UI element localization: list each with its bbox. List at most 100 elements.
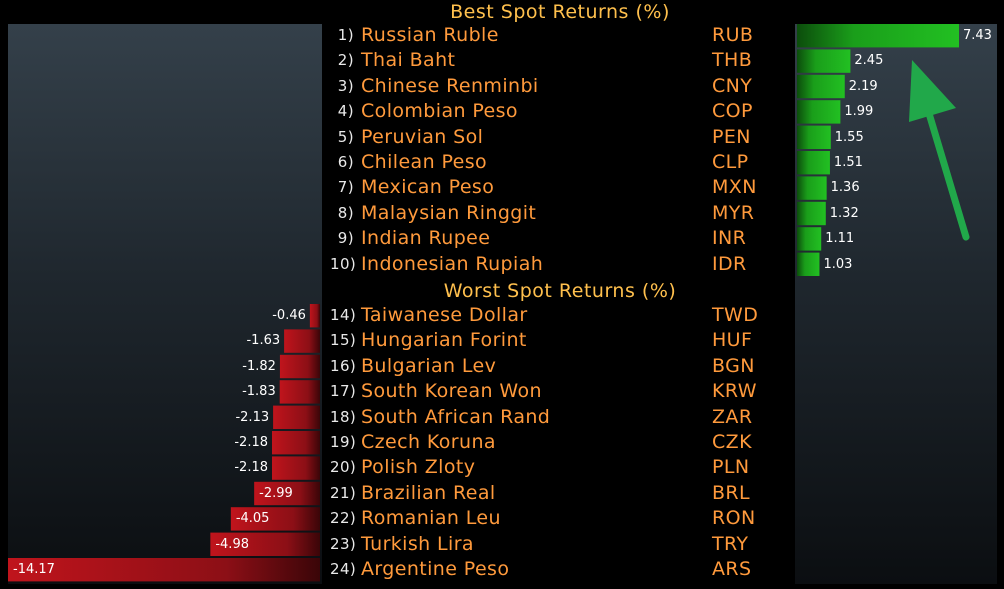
currency-name: Chilean Peso xyxy=(361,151,488,173)
bar-value-label: 2.19 xyxy=(848,78,878,94)
bar-value-label: 7.43 xyxy=(963,28,992,43)
currency-code: RON xyxy=(712,507,756,530)
rank-label: 2) xyxy=(337,51,354,70)
bar-idr xyxy=(797,252,820,276)
currency-name: Malaysian Ringgit xyxy=(361,201,537,224)
bar-value-label: -14.17 xyxy=(13,562,55,577)
rank-label: 6) xyxy=(337,153,354,171)
currency-name: Colombian Peso xyxy=(361,100,518,123)
currency-code: BRL xyxy=(712,481,751,504)
currency-code: BGN xyxy=(712,354,755,377)
rank-label: 14) xyxy=(330,306,357,324)
bar-bgn xyxy=(279,354,320,379)
currency-name: Brazilian Real xyxy=(361,481,496,504)
rank-label: 5) xyxy=(337,127,354,146)
rank-label: 4) xyxy=(337,102,354,121)
currency-name: Thai Baht xyxy=(361,49,456,72)
currency-code: IDR xyxy=(712,252,747,275)
bar-value-label: -2.13 xyxy=(235,409,270,425)
bar-value-label: -2.18 xyxy=(234,460,268,476)
bar-mxn xyxy=(797,176,827,200)
currency-name: Argentine Peso xyxy=(361,558,510,580)
rank-label: 23) xyxy=(330,534,357,553)
rank-label: 24) xyxy=(330,560,357,578)
rank-label: 16) xyxy=(330,356,357,375)
currency-name: Romanian Leu xyxy=(361,507,501,530)
currency-name: Peruvian Sol xyxy=(361,125,484,148)
bar-value-label: 1.03 xyxy=(823,256,853,272)
currency-name: Polish Zloty xyxy=(361,456,476,479)
currency-code: TWD xyxy=(712,304,759,326)
bar-value-label: 1.36 xyxy=(830,180,860,196)
rank-label: 3) xyxy=(337,76,354,95)
currency-code: CLP xyxy=(712,151,749,173)
currency-code: HUF xyxy=(712,329,753,352)
bar-huf xyxy=(284,329,320,353)
currency-name: Bulgarian Lev xyxy=(361,354,497,377)
currency-code: TRY xyxy=(712,532,749,555)
rank-label: 17) xyxy=(330,382,357,401)
bar-rub xyxy=(797,24,959,48)
rank-label: 21) xyxy=(330,483,357,502)
bar-value-label: -1.82 xyxy=(242,358,276,374)
currency-name: South African Rand xyxy=(361,405,551,428)
bar-try xyxy=(210,532,320,556)
currency-code: RUB xyxy=(712,24,754,46)
currency-code: MXN xyxy=(712,176,757,199)
bar-value-label: -4.05 xyxy=(235,511,270,527)
currency-name: Russian Ruble xyxy=(361,24,499,46)
bar-brl xyxy=(254,481,320,506)
rank-label: 7) xyxy=(337,178,354,197)
bar-krw xyxy=(279,380,320,404)
bar-value-label: 1.55 xyxy=(834,129,864,145)
bar-value-label: -1.83 xyxy=(242,384,276,400)
bar-thb xyxy=(797,49,851,73)
bar-value-label: 1.32 xyxy=(829,205,859,221)
bar-value-label: -0.46 xyxy=(272,308,306,323)
currency-name: Hungarian Forint xyxy=(361,329,527,352)
currency-name: South Korean Won xyxy=(361,380,542,403)
rank-label: 22) xyxy=(330,509,357,528)
bar-cny xyxy=(797,74,845,99)
best-returns-title: Best Spot Returns (%) xyxy=(450,1,670,23)
bar-clp xyxy=(797,151,830,175)
currency-name: Mexican Peso xyxy=(361,176,495,199)
worst-returns-title: Worst Spot Returns (%) xyxy=(443,280,677,302)
currency-name: Indian Rupee xyxy=(361,227,491,250)
bar-value-label: 1.51 xyxy=(833,155,863,170)
bar-twd xyxy=(309,304,320,328)
currency-code: ARS xyxy=(712,558,752,580)
rank-label: 9) xyxy=(337,229,354,248)
currency-code: CZK xyxy=(712,431,752,453)
bar-zar xyxy=(273,405,320,429)
bar-inr xyxy=(797,227,822,251)
currency-name: Turkish Lira xyxy=(361,532,474,555)
rank-label: 1) xyxy=(337,26,354,44)
bar-ars xyxy=(8,558,320,582)
bar-value-label: -4.98 xyxy=(215,536,249,552)
rank-label: 20) xyxy=(330,458,357,477)
bar-cop xyxy=(797,100,841,124)
rank-label: 15) xyxy=(330,331,357,350)
currency-name: Taiwanese Dollar xyxy=(361,304,528,326)
bar-value-label: -1.63 xyxy=(246,333,281,349)
currency-code: PEN xyxy=(712,125,751,148)
currency-name: Chinese Renminbi xyxy=(361,74,539,97)
bar-value-label: 1.11 xyxy=(825,231,855,247)
rank-label: 18) xyxy=(330,407,357,426)
bar-ron xyxy=(230,507,320,531)
currency-code: COP xyxy=(712,100,753,123)
currency-code: MYR xyxy=(712,201,755,224)
bar-value-label: -2.99 xyxy=(259,485,293,501)
currency-code: INR xyxy=(712,227,747,250)
currency-name: Indonesian Rupiah xyxy=(361,252,544,275)
currency-code: PLN xyxy=(712,456,750,479)
currency-code: THB xyxy=(712,49,753,72)
rank-label: 10) xyxy=(330,254,357,273)
rank-label: 8) xyxy=(337,203,354,222)
bar-value-label: -2.18 xyxy=(234,435,268,450)
bar-value-label: 2.45 xyxy=(854,53,884,69)
currency-code: CNY xyxy=(712,74,753,97)
currency-code: KRW xyxy=(712,380,757,403)
